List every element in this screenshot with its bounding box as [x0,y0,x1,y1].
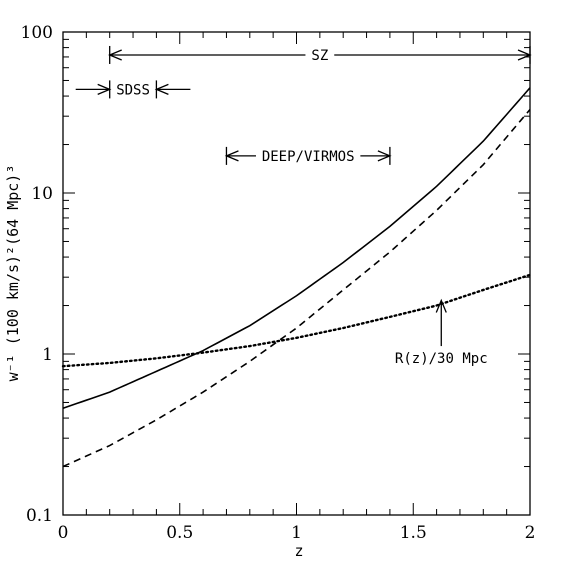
y-tick-label: 100 [21,23,53,43]
y-tick-label: 1 [42,345,53,365]
range-markers: SZ SDSS DEEP/VIRMOS [75,45,532,165]
x-tick-label: 2 [525,523,536,543]
y-tick-label: 0.1 [26,506,53,526]
range-label-deep-virmos: DEEP/VIRMOS [262,149,355,165]
plot-frame [62,31,531,516]
axis-ticks [62,31,531,516]
x-tick-label: 0.5 [166,523,193,543]
annotation-label: R(z)/30 Mpc [395,351,488,367]
x-tick-label: 1 [291,523,302,543]
range-label-sz: SZ [311,48,328,64]
range-arrowhead [97,83,112,96]
x-tick-label: 0 [58,523,69,543]
series-group [61,87,532,468]
range-arrowhead [154,83,169,96]
y-tick-label: 10 [31,184,53,204]
x-axis-title: z [294,542,303,560]
range-arrowhead [108,49,122,61]
y-axis-title: w⁻¹ (100 km/s)²(64 Mpc)³ [4,165,22,382]
range-arrowhead [224,150,239,162]
range-arrowhead [517,49,532,61]
series-line-dotted [61,273,532,368]
annotation-arrowhead [435,298,447,313]
series-line-dashed [62,109,531,468]
x-tick-label: 1.5 [400,523,427,543]
tick-labels: 0 0.5 1 1.5 2 0.1 1 10 100 [21,23,536,543]
series-line-solid [62,87,531,410]
range-arrowhead [377,150,392,162]
annotations: R(z)/30 Mpc [395,298,488,367]
range-label-sdss: SDSS [116,82,150,98]
